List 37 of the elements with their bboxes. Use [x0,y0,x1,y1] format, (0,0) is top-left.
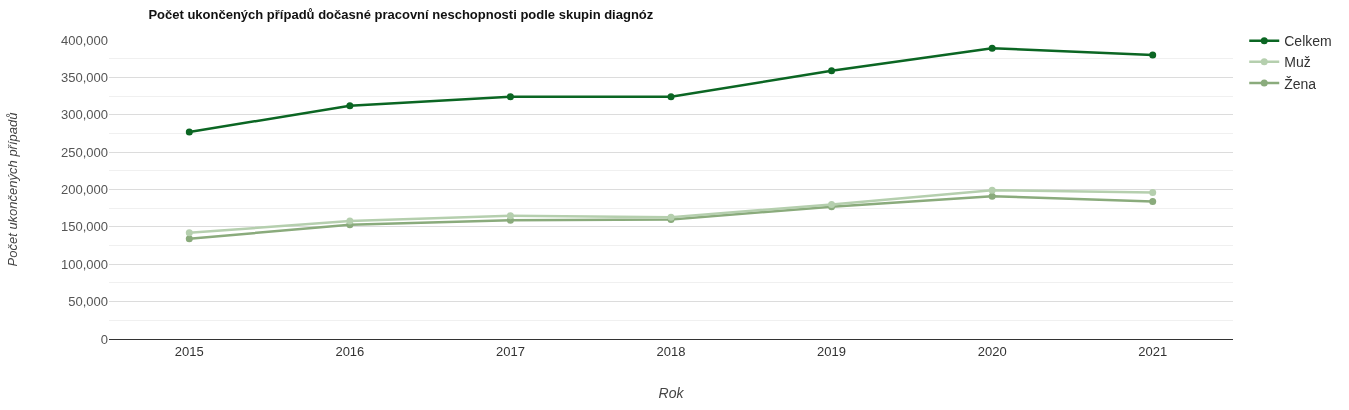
point [346,102,354,110]
x-tick-label: 2016 [335,343,365,359]
x-tick-label: 2015 [174,343,204,359]
legend-label: Žena [1284,75,1317,92]
x-tick-label: 2018 [656,343,686,359]
point [185,235,193,243]
x-tick-label: 2021 [1138,343,1168,359]
legend-label: Muž [1284,54,1311,71]
x-axis-title: Rok [658,384,685,401]
point [1149,51,1157,59]
y-axis-title: Počet ukončených případů [4,112,20,267]
y-tick-label: 50,000 [68,294,108,310]
point [988,44,996,52]
x-tick-label: 2020 [977,343,1007,359]
chart-title: Počet ukončených případů dočasné pracovní neschopnosti podle skupin diagnóz [148,7,654,23]
y-tick-label: 400,000 [61,32,108,48]
point [506,212,514,220]
point [1149,197,1157,205]
point [506,93,514,101]
y-tick-label: 100,000 [61,256,108,272]
y-tick-label: 350,000 [61,69,108,85]
point [988,186,996,194]
point [185,229,193,237]
point [828,67,836,75]
point [185,128,193,136]
point [988,192,996,200]
x-tick-label: 2019 [817,343,847,359]
x-tick-label: 2017 [495,343,525,359]
point [667,93,675,101]
y-tick-label: 300,000 [61,107,108,123]
y-tick-label: 250,000 [61,144,108,160]
y-tick-label: 0 [100,331,108,347]
point [346,217,354,225]
y-tick-label: 200,000 [61,182,108,198]
legend-label: Celkem [1284,33,1332,50]
point [1149,188,1157,196]
y-tick-label: 150,000 [61,219,108,235]
